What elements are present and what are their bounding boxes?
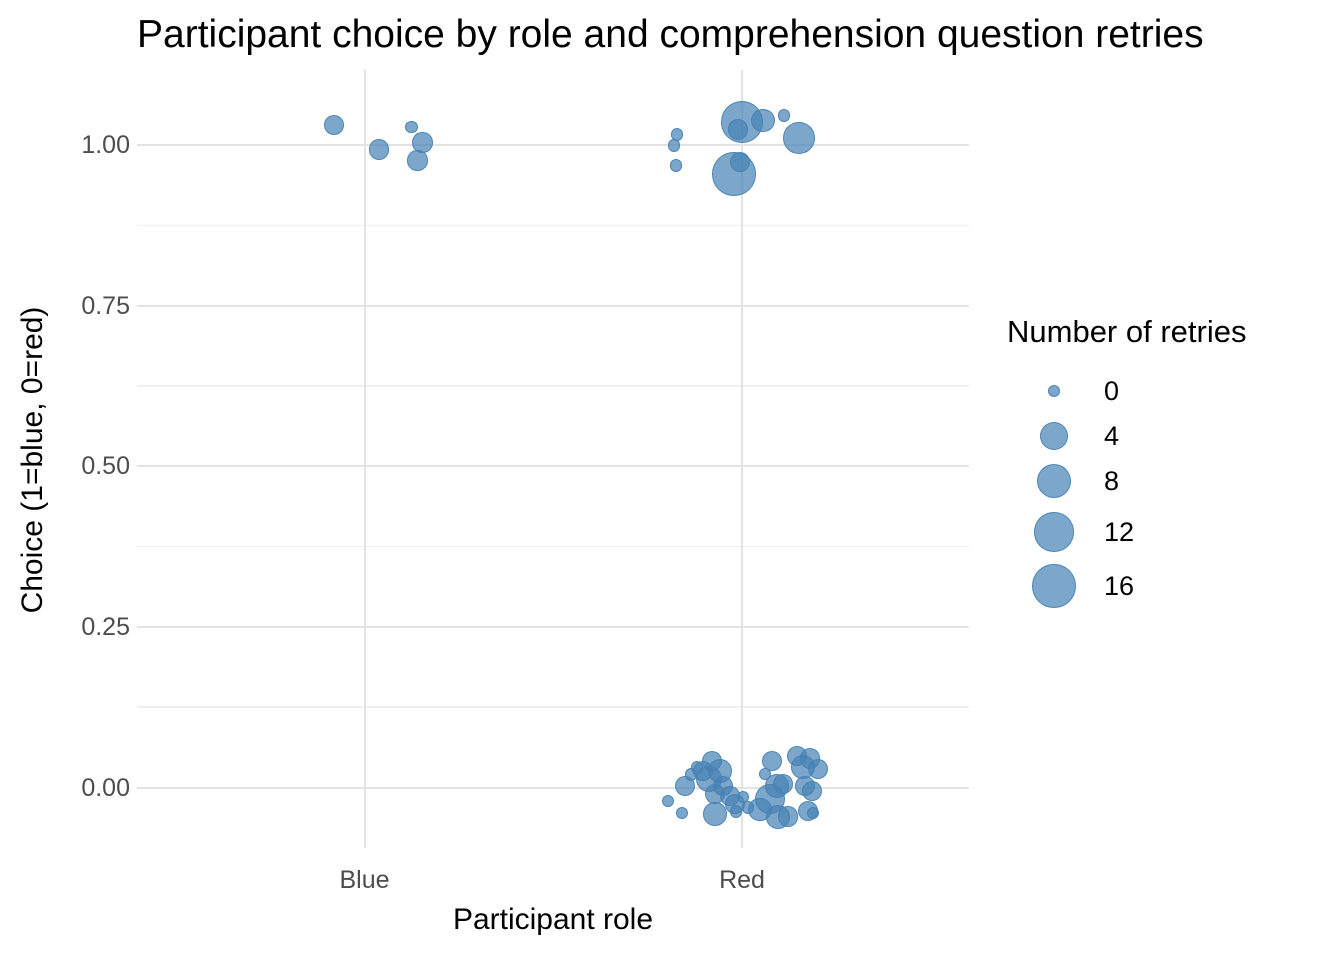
gridline-major bbox=[741, 70, 743, 848]
legend-key-circle bbox=[1047, 384, 1061, 398]
legend-item-label: 16 bbox=[1104, 571, 1135, 601]
gridline-minor bbox=[137, 385, 969, 387]
gridline-major bbox=[137, 304, 969, 307]
gridline-major bbox=[137, 144, 969, 146]
legend-key-circle bbox=[1034, 512, 1074, 552]
data-bubble bbox=[758, 767, 772, 781]
legend-title: Number of retries bbox=[1007, 314, 1247, 349]
data-bubble bbox=[806, 806, 820, 820]
data-bubble bbox=[729, 151, 751, 172]
legend-item-label: 0 bbox=[1104, 376, 1120, 406]
legend-item-label: 12 bbox=[1104, 517, 1135, 547]
chart-title: Participant choice by role and comprehen… bbox=[137, 13, 1204, 56]
data-bubble bbox=[772, 774, 794, 795]
data-bubble bbox=[751, 108, 775, 133]
gridline-minor bbox=[137, 224, 969, 227]
data-bubble bbox=[661, 794, 675, 808]
data-bubble bbox=[801, 780, 823, 801]
data-bubble bbox=[777, 806, 799, 827]
data-bubble bbox=[703, 802, 727, 826]
data-bubble bbox=[675, 806, 689, 820]
data-bubble bbox=[741, 801, 755, 814]
y-axis-title: Choice (1=blue, 0=red) bbox=[16, 306, 49, 614]
legend-item-label: 8 bbox=[1104, 466, 1120, 496]
data-bubble bbox=[323, 114, 345, 136]
legend-key-circle bbox=[1036, 463, 1072, 499]
gridline-minor bbox=[137, 545, 969, 548]
y-tick-label: 0.25 bbox=[81, 612, 130, 641]
data-bubble bbox=[727, 119, 749, 140]
legend-item-label: 4 bbox=[1104, 421, 1120, 451]
data-bubble bbox=[690, 761, 704, 774]
y-tick-label: 0.50 bbox=[81, 452, 130, 481]
x-tick-label: Red bbox=[719, 866, 765, 894]
gridline-major bbox=[137, 786, 969, 789]
data-bubble bbox=[669, 159, 683, 172]
x-tick-label: Blue bbox=[339, 866, 390, 894]
data-bubble bbox=[777, 109, 791, 122]
y-tick-label: 1.00 bbox=[81, 131, 130, 159]
gridline-major bbox=[137, 465, 969, 468]
data-bubble bbox=[405, 120, 418, 134]
data-bubble bbox=[701, 751, 723, 772]
data-bubble bbox=[783, 122, 815, 154]
data-bubble bbox=[729, 804, 743, 818]
x-axis-title: Participant role bbox=[452, 903, 654, 936]
data-bubble bbox=[667, 139, 681, 152]
data-bubble bbox=[368, 139, 390, 160]
y-tick-label: 0.75 bbox=[81, 291, 130, 320]
gridline-minor bbox=[137, 706, 969, 708]
legend-key-circle bbox=[1032, 564, 1076, 608]
data-bubble bbox=[761, 751, 783, 772]
gridline-major bbox=[137, 625, 969, 628]
y-tick-label: 0.00 bbox=[81, 773, 130, 802]
data-bubble bbox=[807, 758, 829, 779]
data-bubble bbox=[407, 150, 428, 171]
gridline-major bbox=[363, 70, 366, 848]
legend-key-circle bbox=[1040, 422, 1068, 450]
